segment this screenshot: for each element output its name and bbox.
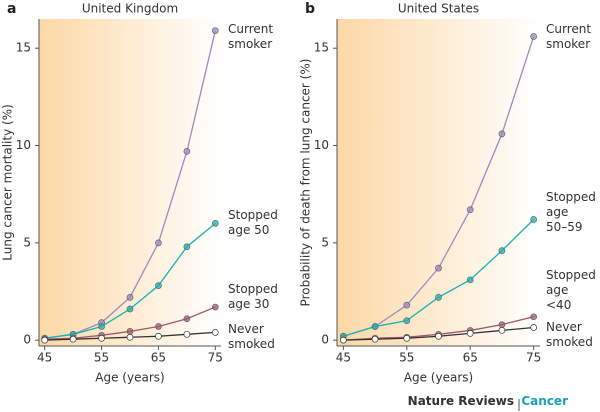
y-tick-label: 5: [23, 235, 31, 249]
data-point: [466, 329, 474, 337]
x-tick-label: 65: [463, 351, 478, 365]
section: Cancer: [521, 394, 568, 408]
data-point: [498, 247, 506, 254]
panel-label: a: [7, 1, 16, 17]
data-point: [339, 336, 347, 344]
data-point: [371, 323, 379, 330]
data-point: [530, 33, 538, 40]
y-tick-label: 10: [16, 138, 31, 152]
data-point: [183, 330, 191, 338]
data-point: [155, 239, 162, 247]
x-tick-label: 45: [37, 351, 52, 365]
data-point: [403, 334, 411, 342]
chart-title: United States: [398, 2, 479, 16]
y-tick-label: 0: [321, 333, 329, 347]
panel-label: b: [305, 1, 315, 17]
y-tick-label: 10: [314, 138, 329, 152]
data-point: [498, 327, 506, 334]
series-label: Stopped age <40: [546, 268, 596, 312]
data-point: [98, 323, 105, 330]
data-point: [211, 303, 219, 311]
data-point: [41, 336, 49, 344]
y-tick-label: 15: [16, 41, 31, 55]
data-point: [155, 282, 162, 290]
y-axis-label: Probability of death from lung cancer (%…: [299, 59, 313, 307]
data-point: [183, 315, 191, 323]
series-label: Never smoked: [228, 322, 275, 351]
x-axis-label: Age (years): [404, 371, 473, 385]
data-point: [98, 334, 105, 342]
data-point: [211, 27, 219, 35]
data-point: [126, 333, 134, 341]
data-point: [435, 264, 442, 272]
series-label: Never smoked: [546, 320, 593, 349]
data-point: [155, 332, 162, 340]
data-point: [403, 317, 411, 325]
x-tick-label: 65: [151, 351, 166, 365]
data-point: [530, 324, 538, 331]
data-point: [371, 335, 379, 343]
data-point: [69, 335, 77, 343]
data-point: [211, 220, 219, 227]
x-tick-label: 45: [336, 351, 351, 365]
data-point: [435, 332, 442, 340]
x-tick-label: 55: [399, 351, 414, 365]
series-label: Current smoker: [546, 22, 592, 51]
plot-background: [337, 19, 540, 346]
series-label: Stopped age 50: [228, 208, 278, 237]
data-point: [183, 148, 191, 155]
x-tick-label: 55: [94, 351, 109, 365]
data-point: [126, 293, 134, 301]
data-point: [530, 216, 538, 223]
data-point: [435, 293, 442, 301]
y-tick-label: 15: [314, 41, 329, 55]
y-axis-label: Lung cancer mortality (%): [1, 104, 15, 260]
series-label: Stopped age 30: [228, 282, 278, 311]
chart-title: United Kingdom: [82, 2, 178, 16]
data-point: [403, 301, 411, 309]
data-point: [498, 130, 506, 138]
data-point: [183, 243, 191, 251]
x-tick-label: 75: [526, 351, 541, 365]
journal: Nature Reviews: [407, 394, 514, 408]
y-tick-label: 0: [23, 333, 31, 347]
data-point: [126, 328, 134, 335]
data-point: [530, 313, 538, 321]
data-point: [126, 305, 134, 313]
y-tick-label: 5: [321, 235, 329, 249]
series-label: Stopped age 50–59: [546, 190, 596, 234]
data-point: [211, 329, 219, 336]
series-label: Current smoker: [228, 22, 274, 51]
x-axis-label: Age (years): [95, 371, 164, 385]
data-point: [498, 321, 506, 328]
x-tick-label: 75: [208, 351, 223, 365]
data-point: [466, 206, 474, 214]
data-point: [466, 276, 474, 284]
plot-background: [39, 19, 221, 346]
data-point: [155, 323, 162, 330]
